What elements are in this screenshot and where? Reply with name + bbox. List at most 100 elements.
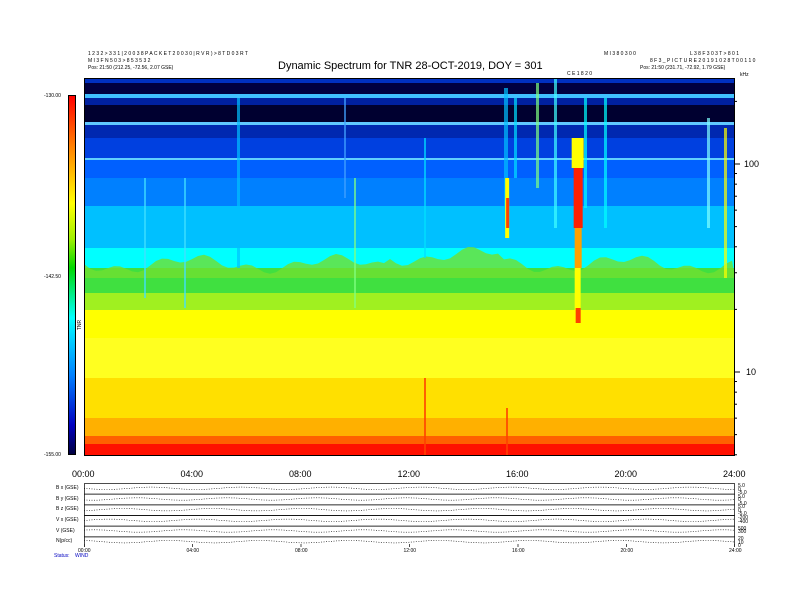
time-tick-label: 16:00: [506, 469, 529, 479]
panel-time-label: 16:00: [512, 548, 525, 554]
panel-right-value: 5.0: [738, 504, 745, 511]
spectrum-band: [84, 98, 735, 105]
spectrum-band: [84, 178, 735, 206]
spectrum-band: [84, 125, 735, 138]
panel-svg: [84, 483, 735, 547]
radio-burst-secondary: [506, 198, 510, 228]
panel-right-value: 0: [738, 486, 741, 493]
panel-right-value: 0: [738, 543, 741, 550]
panel-trace: [84, 497, 735, 501]
panel-right-value: 20: [738, 536, 744, 543]
panel-row-frame: [84, 493, 735, 506]
panel-time-label: 04:00: [186, 548, 200, 554]
spectrum-streak: [184, 178, 186, 308]
colorbar-bottom-label: -155.00: [44, 452, 61, 458]
colorbar: [68, 95, 76, 455]
dynamic-spectrum-heatmap: [84, 78, 735, 456]
panel-time-label: 20:00: [620, 548, 634, 554]
panel-right-value: 500: [738, 525, 747, 532]
marker-label: C E 1 8 2 0: [567, 71, 593, 77]
spectrum-band: [84, 378, 735, 418]
spectrum-streak: [554, 78, 557, 228]
spectrum-spike: [424, 378, 426, 456]
spectrum-band: [84, 310, 735, 338]
plasma-line-fringe: [84, 247, 735, 278]
panel-right-value: -5.0: [738, 511, 747, 518]
panel-time-label: 12:00: [403, 548, 417, 554]
panel-row-label: B z (GSE): [56, 506, 79, 513]
panel-trace: [84, 486, 735, 490]
panel-time-label: 24:00: [729, 548, 742, 554]
right-axis-unit: kHz: [740, 72, 749, 78]
header-right-2: 8 F 3 _ P I C T U R E 2 0 1 9 1 0 2 8 T …: [650, 58, 756, 64]
panel-trace: [84, 518, 735, 522]
header-line-1: 1 2 3 2 > 3 3 1 | 2 0 0 3 8 P A C K E T …: [88, 51, 248, 57]
panel-trace: [84, 540, 735, 544]
radio-burst: [575, 308, 581, 323]
parameter-panels: [84, 483, 735, 547]
spectrum-band: [84, 248, 735, 268]
panel-trace: [84, 529, 735, 533]
spectrum-streak: [536, 83, 539, 188]
panel-right-value: 10: [738, 539, 744, 546]
spectrum-band: [84, 78, 735, 83]
panel-row-frame: [84, 536, 735, 547]
header-pos-right: Pos: 21:50 (231.71, -72.92, 1.79 GSE): [640, 65, 726, 71]
spectrum-streak: [354, 178, 356, 308]
header-pos-left: Pos: 21:50 (212.25, -72.56, 2.07 GSE): [88, 65, 174, 71]
panel-time-label: 08:00: [295, 548, 308, 554]
spectrum-streak: [724, 128, 727, 278]
time-tick-label: 00:00: [72, 469, 95, 479]
spectrum-streak: [237, 98, 240, 268]
spectrum-band: [84, 158, 735, 160]
spectrum-band: [84, 138, 735, 158]
panel-row-label: V (GSE): [56, 527, 75, 534]
spectrum-streak: [424, 138, 426, 258]
spectrum-band: [84, 338, 735, 378]
spectrum-band: [84, 122, 735, 125]
spectrum-streak: [144, 178, 146, 298]
panel-right-value: 300: [738, 529, 747, 536]
colorbar-side-label: TNR: [77, 319, 84, 331]
spectrum-streak: [604, 98, 607, 228]
spectrum-spike: [506, 408, 508, 456]
spectrum-band: [84, 160, 735, 178]
chart-title: Dynamic Spectrum for TNR 28-OCT-2019, DO…: [278, 60, 543, 72]
right-axis-100: 100: [744, 159, 760, 169]
panel-right-value: 5.0: [738, 483, 745, 489]
header-line-2: M I 3 F N 5 0 3 > 8 5 3 5 3 2: [88, 58, 151, 64]
spectrum-streak: [514, 98, 517, 178]
time-tick-label: 08:00: [289, 469, 312, 479]
spectrum-band: [84, 105, 735, 122]
panel-right-value: -200: [738, 515, 749, 521]
colorbar-top-label: -130.00: [44, 93, 61, 99]
panel-time-label: 00:00: [78, 548, 91, 554]
panel-right-value: 0: [738, 497, 741, 504]
panel-row-frame: [84, 515, 735, 527]
spectrum-band: [84, 206, 735, 248]
header-right-1: L 3 8 F 3 0 3 T > 8 0 1: [690, 51, 739, 57]
panel-row-label: B y (GSE): [56, 495, 79, 502]
time-tick-label: 24:00: [723, 469, 746, 479]
spectrum-streak: [707, 118, 710, 228]
spectrum-band: [84, 436, 735, 444]
panel-row-label: N(p/cc): [56, 538, 73, 545]
spectrum-band: [84, 83, 735, 94]
footer-status: Status:: [54, 553, 70, 559]
spectrum-band: [84, 293, 735, 310]
time-tick-label: 04:00: [180, 469, 204, 479]
panel-right-value: -5.0: [738, 490, 747, 496]
panel-right-value: 5.0: [738, 493, 745, 500]
time-tick-label: 12:00: [397, 469, 421, 479]
spectrum-band: [84, 418, 735, 436]
spectrum-streak: [584, 98, 587, 208]
spectrum-frame: [84, 78, 735, 456]
radio-burst: [574, 268, 581, 318]
panel-right-value: -5.0: [738, 500, 747, 507]
radio-burst: [574, 228, 582, 268]
right-axis-ticks: [734, 100, 740, 456]
right-axis-10: 10: [746, 367, 757, 377]
panel-right-value: 0: [738, 507, 741, 514]
radio-burst: [573, 168, 583, 228]
time-tick-label: 20:00: [614, 469, 638, 479]
